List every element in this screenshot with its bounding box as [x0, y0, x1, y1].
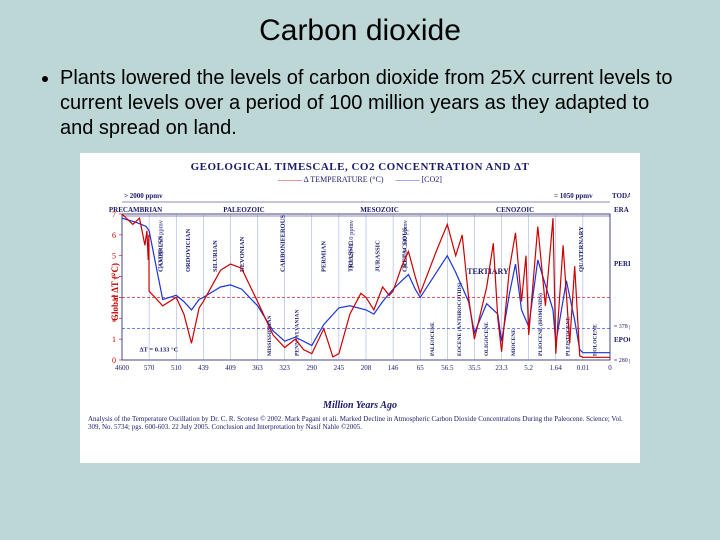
svg-text:56.5: 56.5 — [441, 364, 454, 372]
figure-legend: ——— Δ TEMPERATURE (°C) ——— [CO2] — [88, 175, 632, 184]
svg-text:363: 363 — [252, 364, 263, 372]
svg-text:35.5: 35.5 — [468, 364, 481, 372]
svg-text:290: 290 — [307, 364, 318, 372]
svg-text:1.64: 1.64 — [550, 364, 563, 372]
legend-temp-line: ——— — [278, 175, 302, 184]
svg-text:JURASSIC: JURASSIC — [375, 240, 382, 272]
svg-text:7: 7 — [112, 210, 116, 219]
svg-text:> 2000 ppmv: > 2000 ppmv — [124, 192, 163, 200]
svg-text:[CO2]≈ 340 ppmv: [CO2]≈ 340 ppmv — [402, 219, 409, 268]
svg-text:EPOCH: EPOCH — [614, 336, 630, 344]
svg-text:QUATERNARY: QUATERNARY — [578, 226, 585, 272]
svg-text:MIOCENE: MIOCENE — [511, 329, 517, 356]
svg-text:TODAY: TODAY — [612, 192, 630, 200]
bullet-item: Plants lowered the levels of carbon diox… — [60, 66, 684, 141]
svg-text:PENNSYLVANIAN: PENNSYLVANIAN — [295, 310, 301, 356]
svg-text:ΔT = 0.133 °C: ΔT = 0.133 °C — [139, 347, 178, 354]
svg-text:CARBONIFEROUS: CARBONIFEROUS — [280, 215, 287, 272]
svg-text:510: 510 — [171, 364, 182, 372]
svg-text:3: 3 — [112, 293, 116, 302]
legend-temp-label: Δ TEMPERATURE (°C) — [304, 175, 384, 184]
svg-text:MESOZOIC: MESOZOIC — [360, 206, 399, 214]
chart-area: Global ΔT (°C) > 2000 ppmv= 1050 ppmvTOD… — [90, 186, 630, 398]
svg-text:PERIOD: PERIOD — [614, 260, 630, 268]
svg-text:PRECAMBRIAN: PRECAMBRIAN — [109, 206, 162, 214]
slide-title: Carbon dioxide — [36, 14, 684, 48]
figure-container: GEOLOGICAL TIMESCALE, CO2 CONCENTRATION … — [80, 153, 640, 463]
svg-text:5: 5 — [112, 252, 116, 261]
chart-svg: > 2000 ppmv = 1050 ppmv TODAY ERA PRECAMBRIA… — [90, 186, 630, 398]
svg-text:EOCENE (ANTHROCOTIDS): EOCENE (ANTHROCOTIDS) — [456, 282, 463, 356]
svg-text:4: 4 — [112, 273, 116, 282]
svg-text:PALEOCENE: PALEOCENE — [430, 322, 436, 356]
svg-text:MISSISSIPPIAN: MISSISSIPPIAN — [267, 315, 273, 356]
svg-text:ORDOVICIAN: ORDOVICIAN — [185, 228, 192, 272]
svg-text:CENOZOIC: CENOZOIC — [496, 206, 534, 214]
svg-text:2: 2 — [112, 314, 116, 323]
svg-text:[CO2]≈ 250 ppmv: [CO2]≈ 250 ppmv — [158, 219, 165, 268]
svg-text:245: 245 — [334, 364, 345, 372]
svg-text:[CO2]≈ 210 ppmv: [CO2]≈ 210 ppmv — [348, 219, 355, 268]
svg-text:23.3: 23.3 — [495, 364, 508, 372]
svg-text:208: 208 — [361, 364, 372, 372]
svg-text:5.2: 5.2 — [524, 364, 533, 372]
svg-text:OLIGOCENE: OLIGOCENE — [484, 322, 490, 356]
svg-text:1: 1 — [112, 335, 116, 344]
svg-text:ERA: ERA — [614, 206, 629, 214]
svg-text:65: 65 — [417, 364, 425, 372]
legend-co2-label: [CO2] — [422, 175, 442, 184]
svg-text:439: 439 — [198, 364, 209, 372]
svg-text:323: 323 — [279, 364, 290, 372]
svg-text:PALEOZOIC: PALEOZOIC — [223, 206, 265, 214]
svg-text:409: 409 — [225, 364, 236, 372]
svg-text:0.01: 0.01 — [577, 364, 590, 372]
legend-co2-line: ——— — [396, 175, 420, 184]
svg-text:≈ 280 ppmv: ≈ 280 ppmv — [614, 358, 630, 364]
svg-text:0: 0 — [608, 364, 612, 372]
x-axis-label: Million Years Ago — [88, 400, 632, 411]
figure-caption: Analysis of the Temperature Oscillation … — [88, 415, 632, 432]
bullet-list: Plants lowered the levels of carbon diox… — [36, 66, 684, 141]
svg-text:HOLOCENE: HOLOCENE — [592, 324, 598, 356]
svg-text:146: 146 — [388, 364, 399, 372]
svg-text:≈ 378 ppmv: ≈ 378 ppmv — [614, 324, 630, 330]
svg-text:= 1050 ppmv: = 1050 ppmv — [554, 192, 593, 200]
svg-text:PLIOCENE (HOMINIDS): PLIOCENE (HOMINIDS) — [537, 293, 544, 356]
svg-text:PERMIAN: PERMIAN — [320, 241, 327, 272]
figure-title: GEOLOGICAL TIMESCALE, CO2 CONCENTRATION … — [88, 161, 632, 173]
svg-text:SILURIAN: SILURIAN — [212, 240, 219, 272]
svg-text:6: 6 — [112, 231, 116, 240]
svg-text:4600: 4600 — [115, 364, 130, 372]
svg-text:DEVONIAN: DEVONIAN — [239, 236, 246, 272]
svg-text:570: 570 — [144, 364, 155, 372]
